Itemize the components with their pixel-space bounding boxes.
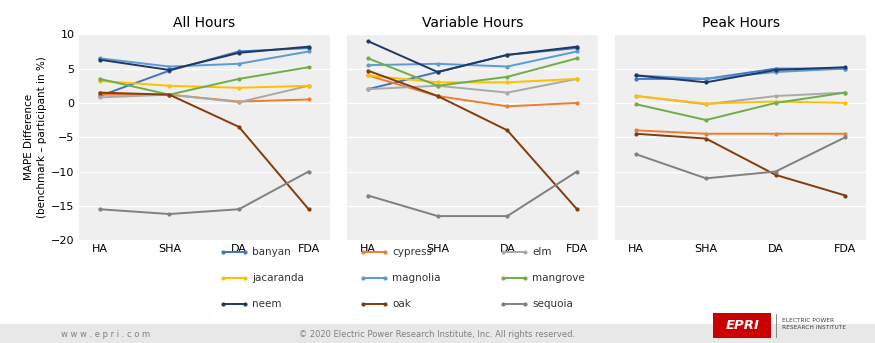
Text: jacaranda: jacaranda [252, 273, 304, 283]
Text: banyan: banyan [252, 247, 290, 257]
Text: w w w . e p r i . c o m: w w w . e p r i . c o m [61, 330, 150, 339]
Text: mangrove: mangrove [532, 273, 584, 283]
FancyBboxPatch shape [713, 313, 772, 338]
Title: All Hours: All Hours [173, 16, 235, 31]
Text: oak: oak [392, 298, 411, 309]
Text: cypress: cypress [392, 247, 432, 257]
Text: elm: elm [532, 247, 551, 257]
Text: © 2020 Electric Power Research Institute, Inc. All rights reserved.: © 2020 Electric Power Research Institute… [299, 330, 576, 339]
Text: EPRI: EPRI [725, 319, 760, 332]
Title: Variable Hours: Variable Hours [422, 16, 523, 31]
Text: magnolia: magnolia [392, 273, 440, 283]
Y-axis label: MAPE Difference
(benchmark – participant in %): MAPE Difference (benchmark – participant… [24, 56, 47, 218]
Title: Peak Hours: Peak Hours [702, 16, 780, 31]
Text: RESEARCH INSTITUTE: RESEARCH INSTITUTE [782, 325, 846, 330]
Text: ELECTRIC POWER: ELECTRIC POWER [782, 318, 834, 323]
Text: neem: neem [252, 298, 282, 309]
Text: sequoia: sequoia [532, 298, 573, 309]
